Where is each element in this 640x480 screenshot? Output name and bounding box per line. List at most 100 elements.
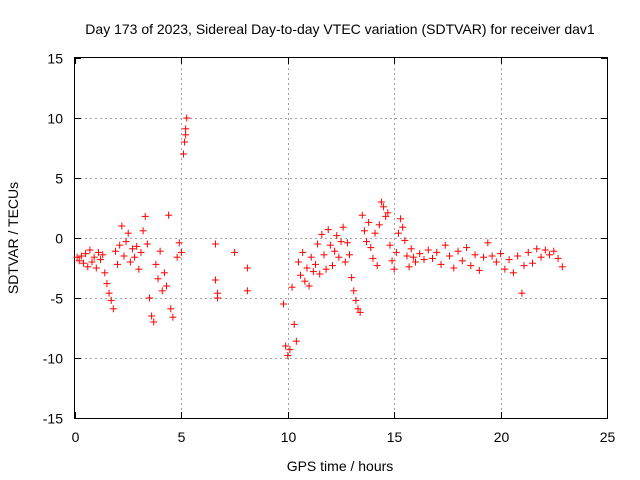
data-point [243, 264, 251, 272]
data-point [377, 198, 385, 206]
data-point [441, 241, 449, 249]
data-point [328, 262, 336, 270]
data-point [546, 251, 554, 259]
data-point [375, 221, 383, 229]
x-tick-label: 5 [178, 429, 186, 445]
data-point [156, 247, 164, 255]
data-point [341, 258, 349, 266]
data-point [284, 352, 292, 360]
data-point [335, 253, 343, 261]
data-point [139, 227, 147, 235]
data-point [292, 337, 300, 345]
data-point [297, 271, 305, 279]
data-point [316, 270, 324, 278]
data-point [131, 253, 139, 261]
x-tick-label: 0 [72, 429, 80, 445]
data-point [280, 300, 288, 308]
data-point [454, 247, 462, 255]
data-point [433, 248, 441, 256]
data-point [550, 247, 558, 255]
data-point [173, 253, 181, 261]
data-point [509, 269, 517, 277]
data-point [392, 248, 400, 256]
data-point [518, 289, 526, 297]
data-point [450, 264, 458, 272]
data-point [403, 252, 411, 260]
data-point [141, 212, 149, 220]
data-point [73, 253, 81, 261]
data-point [305, 282, 313, 290]
data-point [358, 211, 366, 219]
data-point [309, 268, 317, 276]
y-tick-label: 0 [55, 231, 63, 247]
data-point [107, 296, 115, 304]
data-point [182, 125, 190, 133]
grid [75, 58, 607, 418]
data-point [165, 211, 173, 219]
data-point [505, 256, 513, 264]
data-point [137, 248, 145, 256]
data-point [484, 239, 492, 247]
data-point [320, 251, 328, 259]
data-point [520, 262, 528, 270]
data-point [118, 222, 126, 230]
data-point [497, 250, 505, 258]
data-point [558, 263, 566, 271]
data-point [524, 248, 532, 256]
data-point [288, 283, 296, 291]
data-point [175, 239, 183, 247]
y-tick-label: 15 [47, 51, 63, 67]
data-point [75, 257, 83, 265]
data-point [348, 274, 356, 282]
y-tick-label: 10 [47, 111, 63, 127]
data-point [301, 277, 309, 285]
data-point [405, 263, 413, 271]
data-point [488, 252, 496, 260]
data-point [97, 256, 105, 264]
data-point [183, 114, 191, 122]
x-tick-label: 10 [281, 429, 297, 445]
data-point [152, 260, 160, 268]
data-point [177, 248, 185, 256]
data-point [303, 264, 311, 272]
data-point [124, 229, 132, 237]
data-point [314, 240, 322, 248]
data-point [363, 238, 371, 246]
data-point [492, 258, 500, 266]
data-point [286, 346, 294, 354]
data-point [409, 253, 417, 261]
data-point [356, 308, 364, 316]
data-point [397, 215, 405, 223]
data-point [367, 244, 375, 252]
data-point [480, 253, 488, 261]
data-point [446, 252, 454, 260]
data-point [180, 150, 188, 158]
x-tick-label: 15 [387, 429, 403, 445]
data-point [243, 287, 251, 295]
data-point [128, 245, 136, 253]
data-point [514, 252, 522, 260]
data-point [501, 265, 509, 273]
data-point [82, 250, 90, 258]
data-point [114, 260, 122, 268]
y-tick-label: -5 [51, 291, 64, 307]
data-point [394, 229, 402, 237]
data-point [294, 258, 302, 266]
data-point [399, 223, 407, 231]
data-point [390, 265, 398, 273]
data-point [163, 282, 171, 290]
data-point [181, 138, 189, 146]
y-tick-label: -10 [43, 351, 63, 367]
data-point [211, 276, 219, 284]
data-point [467, 262, 475, 270]
data-point [101, 269, 109, 277]
data-point [401, 236, 409, 244]
data-point [386, 241, 394, 249]
data-point [352, 296, 360, 304]
data-point [554, 254, 562, 262]
data-point [126, 258, 134, 266]
data-point [99, 251, 107, 259]
data-point [318, 230, 326, 238]
data-point [369, 254, 377, 262]
data-point [471, 251, 479, 259]
